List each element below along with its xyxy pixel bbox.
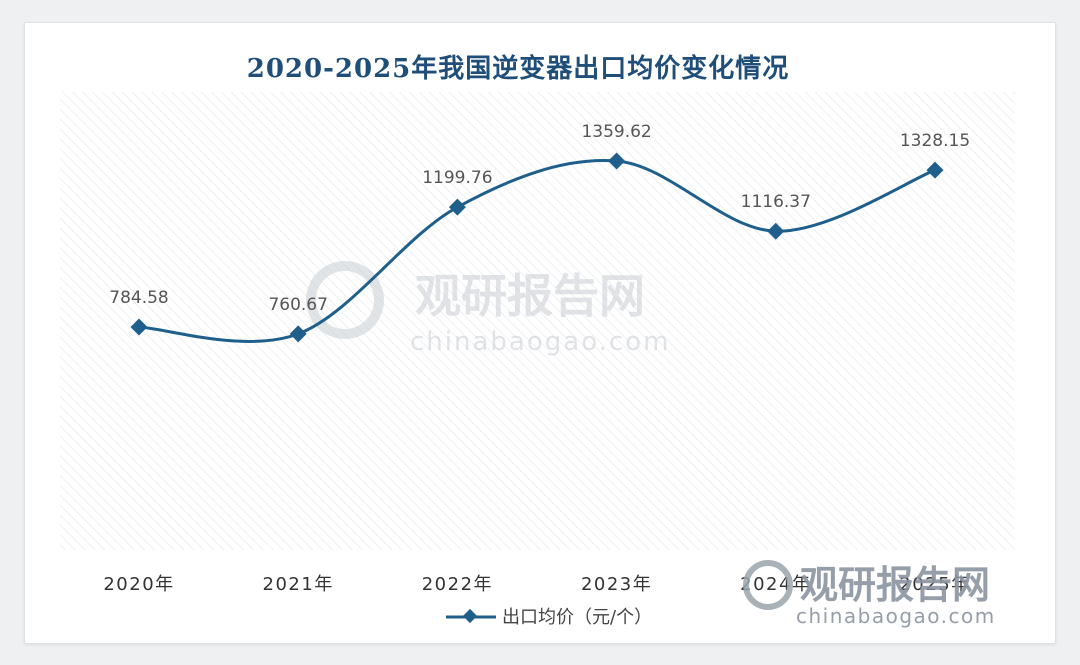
data-point-marker: [608, 152, 626, 170]
chart-title: 2020-2025年我国逆变器出口均价变化情况: [246, 54, 790, 84]
plot-area: [60, 92, 1015, 550]
data-label: 1328.15: [900, 131, 970, 151]
watermark-center: 观研报告网 chinabaogao.com: [306, 261, 670, 357]
data-label: 1116.37: [741, 192, 811, 212]
data-label: 1199.76: [422, 168, 492, 188]
series-line: [138, 159, 936, 343]
watermark-url: chinabaogao.com: [410, 327, 670, 357]
watermark-corner-brand: 观研报告网: [800, 563, 990, 607]
data-label: 784.58: [109, 288, 168, 308]
legend: 出口均价（元/个）: [446, 607, 652, 628]
data-label: 1359.62: [581, 122, 651, 142]
x-tick-label: 2022年: [422, 574, 493, 595]
data-point-marker: [767, 222, 785, 240]
x-tick-label: 2021年: [263, 574, 334, 595]
data-point-marker: [448, 198, 466, 216]
legend-label: 出口均价（元/个）: [502, 607, 652, 628]
x-tick-label: 2020年: [103, 574, 174, 595]
legend-marker: [462, 608, 478, 624]
x-tick-label: 2025年: [899, 574, 970, 595]
watermark-corner-url: chinabaogao.com: [796, 604, 996, 628]
data-point-marker: [289, 325, 307, 343]
watermark-brand: 观研报告网: [415, 269, 645, 323]
x-tick-label: 2023年: [581, 574, 652, 595]
data-point-marker: [130, 318, 148, 336]
data-label: 760.67: [268, 295, 327, 315]
watermark-corner: 观研报告网 chinabaogao.com: [743, 560, 996, 628]
data-point-marker: [926, 161, 944, 179]
